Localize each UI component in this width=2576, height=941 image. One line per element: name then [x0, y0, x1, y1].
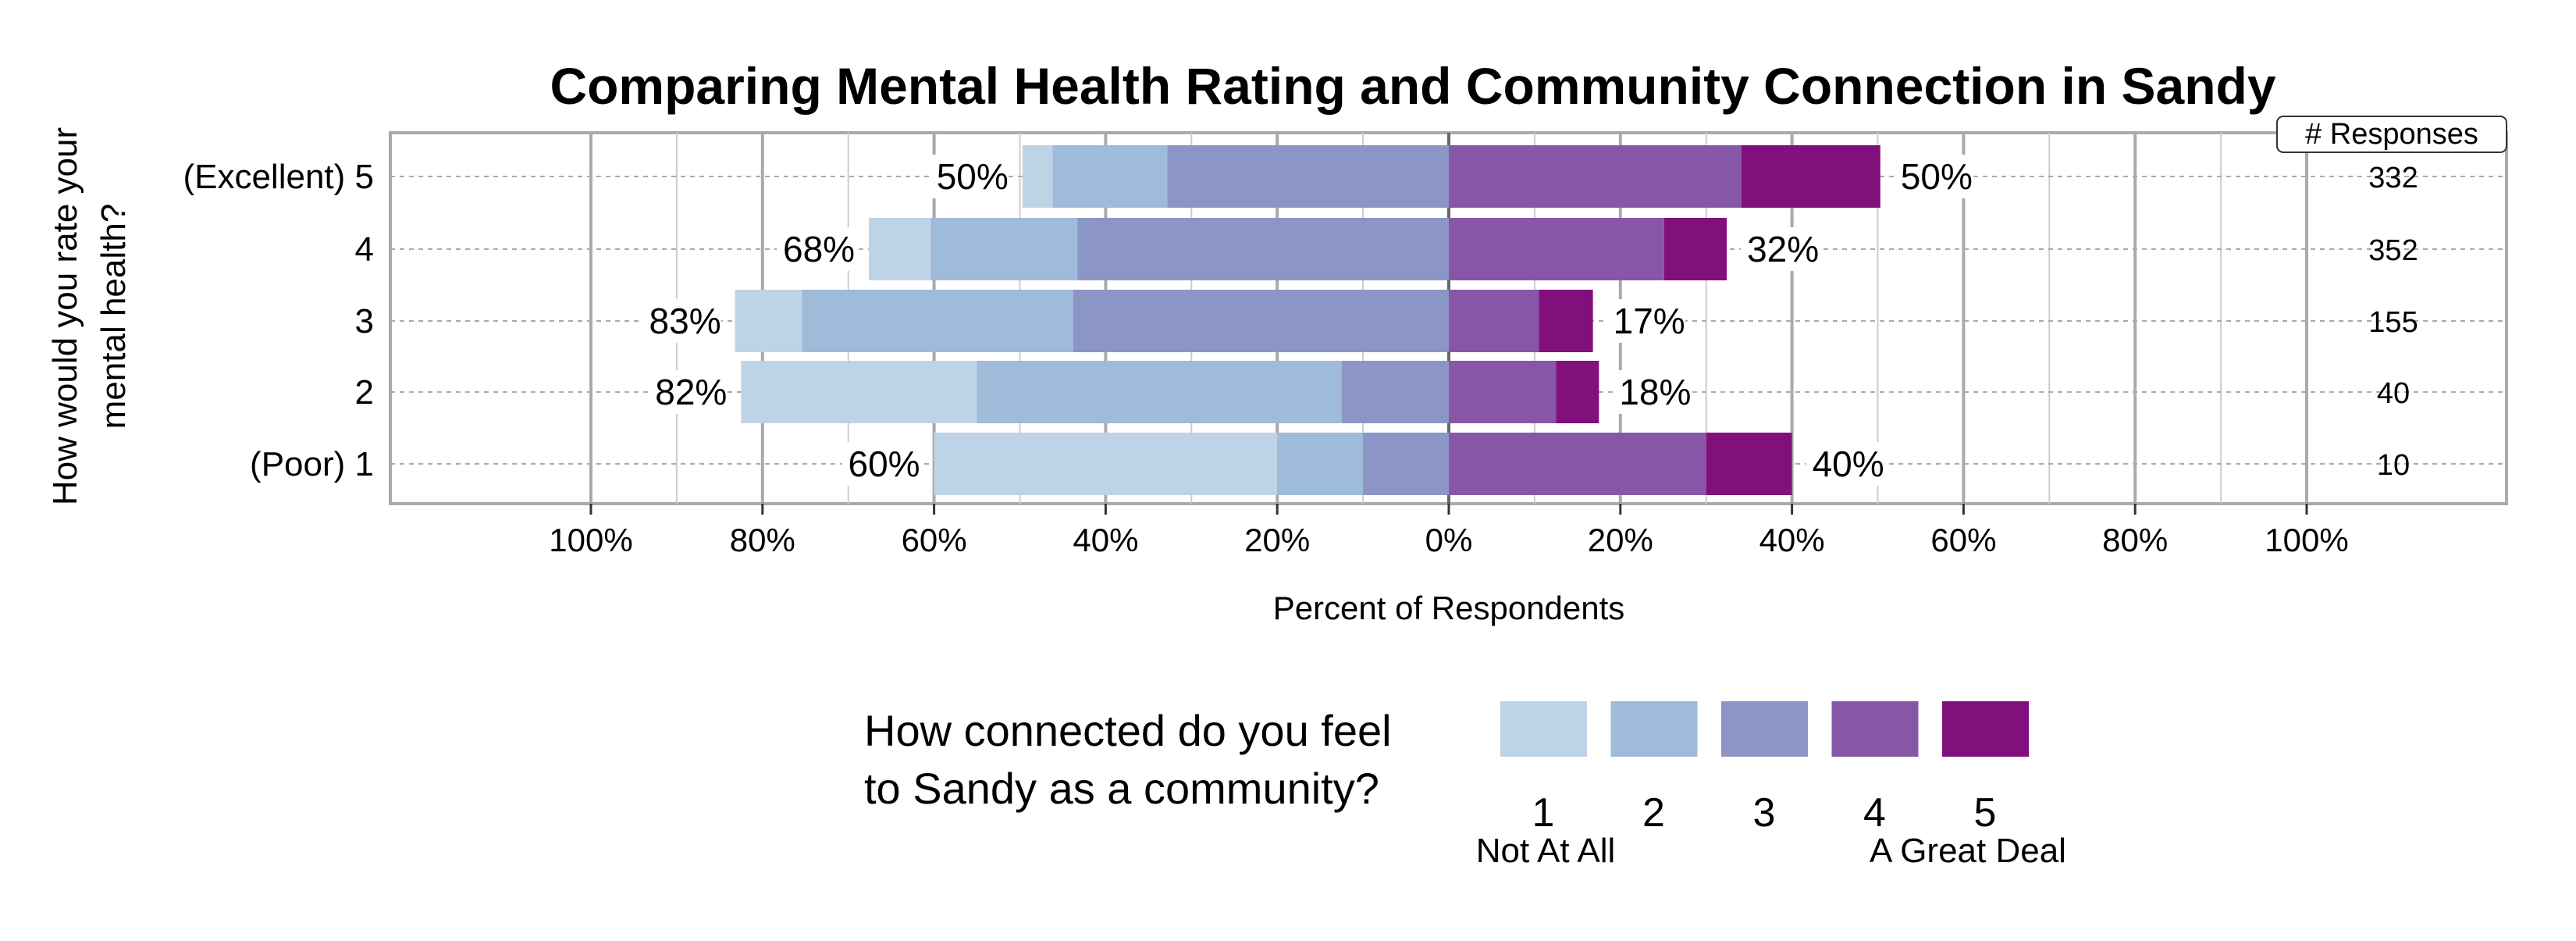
x-tick-label: 20%	[1244, 522, 1310, 558]
x-tick-label: 40%	[1073, 522, 1138, 558]
responses-header: # Responses	[2305, 118, 2478, 151]
legend: How connected do you feel to Sandy as a …	[864, 701, 2066, 870]
y-axis-title-line-1: How would you rate your	[46, 127, 84, 505]
x-tick-label: 0%	[1425, 522, 1473, 558]
legend-low-label: Not At All	[1476, 832, 1616, 870]
left-total-label: 68%	[783, 229, 855, 269]
legend-label: 4	[1863, 790, 1886, 836]
bar-segment-1	[741, 361, 977, 423]
x-tick-label: 80%	[730, 522, 795, 558]
bar-segment-1	[934, 433, 1278, 495]
bar-segment-3	[1167, 145, 1449, 208]
legend-label: 3	[1753, 790, 1776, 836]
bar-segment-5	[1663, 218, 1727, 280]
legend-label: 5	[1974, 790, 1997, 836]
y-tick-label: 4	[355, 230, 374, 269]
bar-segment-5	[1556, 361, 1599, 423]
label-bg	[1741, 227, 1820, 271]
response-count: 155	[2368, 306, 2418, 339]
bar-segment-3	[1077, 218, 1449, 280]
y-axis-title-line-2: mental health?	[94, 204, 133, 430]
right-total-label: 50%	[1901, 156, 1973, 197]
response-count: 352	[2368, 234, 2418, 267]
legend-swatch-4	[1831, 701, 1919, 757]
legend-high-label: A Great Deal	[1870, 832, 2066, 870]
bar-segment-2	[802, 290, 1073, 352]
bar-segment-5	[1741, 145, 1880, 208]
label-bg	[1613, 370, 1692, 414]
legend-label: 1	[1532, 790, 1555, 836]
bar-segment-3	[1363, 433, 1449, 495]
bar-segment-1	[735, 290, 802, 352]
y-tick-label: 3	[355, 302, 374, 340]
chart-title: Comparing Mental Health Rating and Commu…	[550, 57, 2275, 115]
left-total-label: 50%	[937, 156, 1009, 197]
left-total-label: 83%	[649, 301, 721, 341]
bar-segment-5	[1539, 290, 1593, 352]
label-bg	[1894, 155, 1973, 198]
x-tick-label: 60%	[1930, 522, 1996, 558]
x-tick-label: 40%	[1759, 522, 1825, 558]
bar-segment-1	[869, 218, 931, 280]
legend-swatch-3	[1721, 701, 1808, 757]
bar-segment-2	[1052, 145, 1168, 208]
bar-segment-4	[1449, 218, 1664, 280]
right-total-label: 32%	[1747, 229, 1819, 269]
bar-segment-2	[930, 218, 1078, 280]
bar-segment-3	[1341, 361, 1449, 423]
bar-segment-4	[1449, 290, 1539, 352]
x-tick-label: 80%	[2102, 522, 2168, 558]
legend-title-line-1: How connected do you feel	[864, 706, 1392, 755]
x-tick-label: 60%	[902, 522, 967, 558]
response-count: 40	[2377, 377, 2410, 410]
label-bg	[930, 155, 1009, 198]
label-bg	[642, 299, 721, 343]
bar-segment-2	[1277, 433, 1364, 495]
y-tick-label: (Excellent) 5	[183, 158, 374, 196]
legend-swatch-1	[1500, 701, 1587, 757]
x-tick-label: 20%	[1588, 522, 1653, 558]
x-tick-label: 100%	[549, 522, 632, 558]
label-bg	[1806, 442, 1884, 486]
bar-segment-2	[977, 361, 1342, 423]
y-tick-label: 2	[355, 373, 374, 412]
y-tick-label: (Poor) 1	[250, 445, 374, 483]
bar-segment-1	[1022, 145, 1053, 208]
responses-header-box	[2276, 116, 2507, 153]
bar-segment-3	[1073, 290, 1449, 352]
left-total-label: 82%	[655, 372, 727, 412]
plot-area: 100% 80% 60% 40% 20% 0% 20% 40% 60% 80% 100% (Excel…	[183, 116, 2508, 558]
response-count: 332	[2368, 162, 2418, 194]
bar-segment-4	[1449, 145, 1742, 208]
bar-segment-4	[1449, 433, 1706, 495]
x-axis-title: Percent of Respondents	[1273, 590, 1625, 626]
legend-swatch-2	[1610, 701, 1698, 757]
label-bg	[841, 442, 920, 486]
x-tick-label: 100%	[2265, 522, 2348, 558]
right-total-label: 40%	[1813, 444, 1884, 484]
response-count: 10	[2377, 449, 2410, 482]
legend-swatch-5	[1942, 701, 2029, 757]
legend-label: 2	[1642, 790, 1665, 836]
left-total-label: 60%	[849, 444, 920, 484]
right-total-label: 18%	[1619, 372, 1691, 412]
label-bg	[777, 227, 856, 271]
bar-segment-5	[1706, 433, 1792, 495]
legend-title-line-2: to Sandy as a community?	[864, 764, 1379, 813]
right-total-label: 17%	[1614, 301, 1685, 341]
bar-segment-4	[1449, 361, 1557, 423]
label-bg	[649, 370, 728, 414]
label-bg	[1606, 299, 1685, 343]
